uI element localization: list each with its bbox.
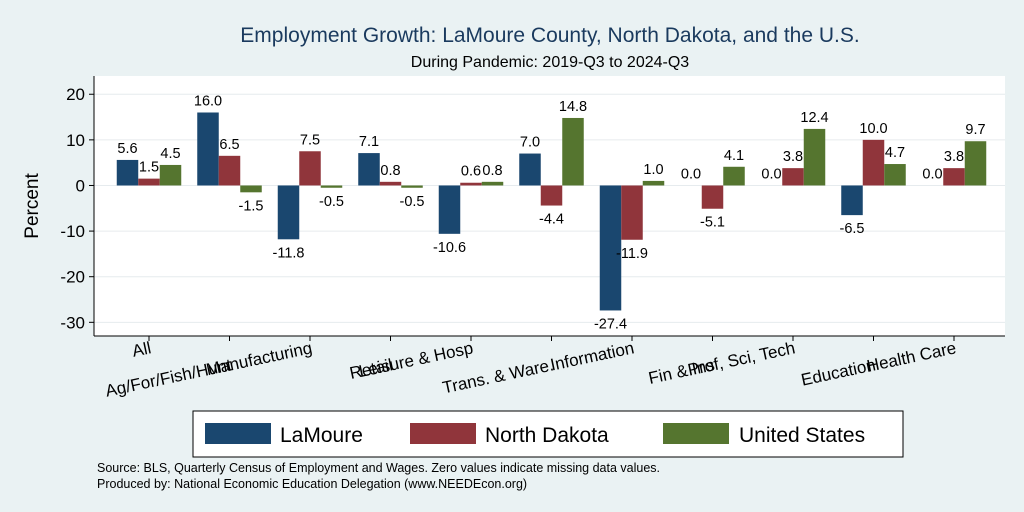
chart-subtitle: During Pandemic: 2019-Q3 to 2024-Q3 <box>411 54 689 71</box>
data-label: 4.7 <box>885 145 905 161</box>
data-label: 0.0 <box>761 166 781 182</box>
plot-area <box>94 76 1005 336</box>
data-label: 0.6 <box>461 164 481 180</box>
bar <box>159 164 182 186</box>
bar <box>782 168 804 186</box>
bar <box>642 180 665 186</box>
legend-label-united-states: United States <box>739 424 865 447</box>
data-label: 4.1 <box>724 148 744 164</box>
data-label: 0.0 <box>922 166 942 182</box>
bar <box>358 153 380 186</box>
bar <box>197 112 219 186</box>
bar <box>299 151 321 186</box>
bar <box>943 168 965 186</box>
data-label: 10.0 <box>859 121 887 137</box>
data-label: 0.0 <box>681 166 701 182</box>
legend: LaMoure North Dakota United States <box>192 410 904 458</box>
data-label: -11.9 <box>616 246 648 262</box>
bar <box>138 178 160 186</box>
legend-box <box>192 410 904 458</box>
legend-swatch-lamoure <box>205 423 271 444</box>
data-label: 4.5 <box>160 146 180 162</box>
legend-swatch-united-states <box>663 423 729 444</box>
bar <box>519 153 541 186</box>
bar <box>964 141 987 186</box>
data-label: -11.8 <box>273 245 305 261</box>
bar <box>379 181 402 186</box>
data-label: 14.8 <box>559 99 587 115</box>
bar <box>438 185 461 234</box>
bar <box>116 159 139 186</box>
data-label: 7.1 <box>359 134 379 150</box>
bar <box>320 185 343 188</box>
y-axis-label: Percent <box>22 173 43 239</box>
data-label: 12.4 <box>800 110 828 126</box>
legend-label-lamoure: LaMoure <box>280 424 363 447</box>
y-tick-label: 10 <box>66 131 85 150</box>
data-label: 0.8 <box>380 163 400 179</box>
bar <box>562 117 584 186</box>
data-label: 3.8 <box>944 149 964 165</box>
y-tick-label: -20 <box>60 268 85 287</box>
y-tick-label: -10 <box>60 222 85 241</box>
data-label: -10.6 <box>433 240 466 256</box>
source-note: Source: BLS, Quarterly Census of Employm… <box>97 461 660 475</box>
data-label: 7.5 <box>300 132 320 148</box>
bar <box>599 185 622 311</box>
y-tick-label: 0 <box>76 176 85 195</box>
bar <box>621 185 643 240</box>
bar <box>803 128 826 186</box>
bar <box>401 185 423 188</box>
bar <box>218 155 241 186</box>
bars <box>116 112 987 311</box>
data-label: 16.0 <box>194 93 222 109</box>
x-category-label: All <box>130 338 152 361</box>
bar <box>277 185 300 240</box>
bar <box>862 139 885 186</box>
data-label: -6.5 <box>840 221 865 237</box>
y-axis: 20 10 0 -10 -20 -30 <box>60 76 1005 337</box>
data-label: 7.0 <box>520 135 540 151</box>
bar <box>723 166 745 186</box>
y-tick-label: -30 <box>60 313 85 332</box>
data-label: 6.5 <box>219 137 239 153</box>
chart-title: Employment Growth: LaMoure County, North… <box>240 24 859 47</box>
data-label: 1.0 <box>643 162 663 178</box>
bar <box>460 182 482 186</box>
produced-by-note: Produced by: National Economic Education… <box>97 477 527 491</box>
data-labels: 5.61.54.516.06.5-1.5-11.87.5-0.57.10.8-0… <box>117 93 985 332</box>
y-tick-label: 20 <box>66 85 85 104</box>
data-label: 1.5 <box>139 160 159 176</box>
bar <box>481 181 504 186</box>
bar <box>240 185 262 193</box>
data-label: -1.5 <box>239 198 264 214</box>
data-label: 5.6 <box>117 141 137 157</box>
data-label: -27.4 <box>594 316 627 332</box>
legend-label-north-dakota: North Dakota <box>485 424 609 447</box>
legend-swatch-north-dakota <box>410 423 476 444</box>
bar <box>884 164 906 186</box>
data-label: -0.5 <box>319 194 344 210</box>
data-label: 0.8 <box>482 163 502 179</box>
data-label: -4.4 <box>539 212 564 228</box>
bar <box>540 185 563 206</box>
data-label: -5.1 <box>700 215 725 231</box>
bar <box>701 185 724 209</box>
data-label: 3.8 <box>783 149 803 165</box>
data-label: -0.5 <box>400 194 425 210</box>
bar <box>841 185 863 216</box>
data-label: 9.7 <box>965 122 985 138</box>
